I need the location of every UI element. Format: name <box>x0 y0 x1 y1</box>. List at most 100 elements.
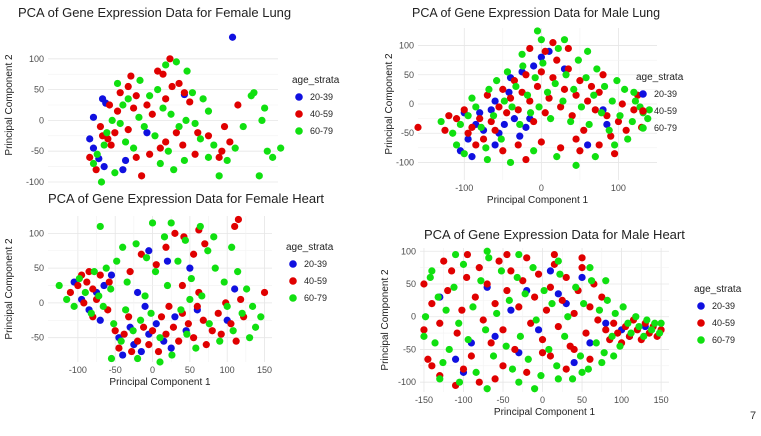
data-point <box>441 126 449 134</box>
data-point <box>508 365 517 373</box>
data-point <box>100 281 108 290</box>
data-point <box>129 327 137 335</box>
data-point <box>495 257 503 265</box>
y-axis-label: Principal Component 2 <box>380 269 391 371</box>
data-point <box>450 283 458 291</box>
data-point <box>476 109 484 117</box>
legend-swatch <box>295 127 303 135</box>
data-point <box>534 326 543 334</box>
data-point <box>204 247 212 255</box>
data-point <box>113 107 122 115</box>
data-point <box>477 123 485 131</box>
data-point <box>434 293 442 301</box>
data-point <box>535 103 543 111</box>
data-point <box>210 233 218 241</box>
data-point <box>603 296 611 304</box>
x-tick-label: 100 <box>611 183 626 193</box>
data-point <box>277 144 285 152</box>
data-point <box>568 375 577 383</box>
data-point <box>458 306 466 314</box>
data-point <box>491 126 499 134</box>
data-point <box>107 354 116 363</box>
data-point <box>99 302 107 310</box>
data-point <box>522 155 530 164</box>
data-point <box>560 36 569 44</box>
data-point <box>514 141 522 149</box>
data-point <box>618 100 626 108</box>
data-point <box>124 82 132 91</box>
data-point <box>121 138 130 146</box>
data-point <box>436 319 444 327</box>
data-point <box>204 107 213 115</box>
data-point <box>613 77 621 85</box>
data-point <box>102 264 110 272</box>
data-point <box>491 332 499 340</box>
y-tick-label: 50 <box>404 70 414 80</box>
data-point <box>137 250 145 258</box>
y-tick-label: 100 <box>401 246 416 256</box>
data-point <box>159 104 167 112</box>
data-point <box>491 141 499 149</box>
y-tick-label: 0 <box>411 312 416 322</box>
data-point <box>196 222 204 231</box>
data-point <box>174 257 182 265</box>
data-point <box>145 247 153 255</box>
data-point <box>142 254 151 262</box>
data-point <box>483 91 491 99</box>
data-point <box>136 316 145 324</box>
data-point <box>582 329 590 337</box>
data-point <box>188 89 197 97</box>
data-point <box>223 156 231 165</box>
data-point <box>546 283 555 291</box>
data-point <box>463 273 471 282</box>
data-point <box>491 375 499 383</box>
data-point <box>113 257 121 265</box>
data-point <box>167 344 175 352</box>
data-point <box>597 109 606 117</box>
data-point <box>514 106 522 114</box>
data-point <box>178 281 186 290</box>
data-point <box>193 302 201 310</box>
data-point <box>143 129 151 137</box>
data-point <box>487 106 495 114</box>
data-point <box>627 329 635 337</box>
data-point <box>424 355 432 363</box>
data-point <box>129 144 138 152</box>
data-point <box>156 144 164 152</box>
data-point <box>151 132 159 140</box>
series-60-79 <box>89 58 285 186</box>
data-point <box>179 141 187 149</box>
data-point <box>137 347 145 356</box>
data-point <box>63 295 71 304</box>
data-point <box>467 352 475 360</box>
data-point <box>584 365 592 373</box>
y-tick-label: -50 <box>31 333 44 343</box>
data-point <box>199 95 207 103</box>
x-axis-label: Principal Component 1 <box>109 377 211 388</box>
data-point <box>111 169 119 177</box>
data-point <box>190 250 198 258</box>
data-point <box>608 97 616 105</box>
data-point <box>269 153 277 161</box>
data-point <box>246 334 254 342</box>
data-point <box>187 274 195 283</box>
data-point <box>545 94 553 102</box>
x-axis-label: Principal Component 1 <box>487 195 589 206</box>
data-point <box>152 320 160 328</box>
data-point <box>140 122 148 131</box>
legend-label: 20-39 <box>310 92 333 102</box>
data-point <box>558 296 566 304</box>
data-point <box>234 268 242 276</box>
legend-swatch <box>697 302 705 310</box>
data-point <box>533 27 542 35</box>
legend-swatch <box>289 277 297 285</box>
data-point <box>157 313 166 321</box>
data-point <box>124 95 132 103</box>
data-point <box>487 117 495 126</box>
data-point <box>632 313 640 321</box>
data-point <box>231 222 239 231</box>
data-point <box>168 82 176 91</box>
data-point <box>485 254 493 262</box>
data-point <box>220 122 229 131</box>
data-point <box>210 141 218 149</box>
